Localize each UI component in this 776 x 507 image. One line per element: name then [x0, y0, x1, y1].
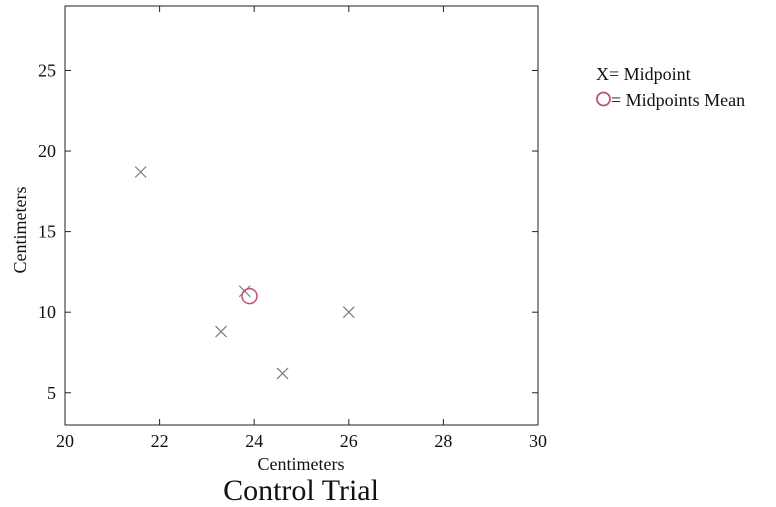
midpoint-marker — [134, 166, 147, 178]
y-tick-label: 20 — [38, 141, 56, 161]
y-tick-label: 10 — [38, 302, 56, 322]
x-tick-label: 28 — [434, 431, 452, 451]
mean-marker — [241, 287, 258, 305]
y-tick-label: 15 — [38, 222, 56, 242]
x-tick-label: 22 — [151, 431, 169, 451]
plot-frame — [64, 5, 539, 426]
data-points — [134, 166, 355, 380]
x-tick-label: 30 — [529, 431, 547, 451]
legend-circle-icon — [596, 91, 611, 107]
y-tick-label: 25 — [38, 60, 56, 80]
x-axis-label: Centimeters — [258, 454, 345, 474]
y-axis-label: Centimeters — [10, 187, 30, 274]
y-tick-label: 5 — [47, 383, 56, 403]
legend-label-mean: = Midpoints Mean — [611, 90, 745, 110]
x-tick-label: 24 — [245, 431, 263, 451]
midpoint-marker — [342, 306, 355, 319]
axis-ticks: 20 22 24 26 28 30 5 10 15 20 25 — [38, 6, 547, 451]
legend: X= Midpoint = Midpoints Mean — [596, 64, 745, 110]
x-tick-label: 26 — [340, 431, 358, 451]
midpoint-marker — [276, 367, 289, 380]
chart-title: Control Trial — [223, 474, 379, 507]
legend-label-midpoint: X= Midpoint — [596, 64, 691, 84]
x-tick-label: 20 — [56, 431, 74, 451]
midpoint-marker — [215, 325, 228, 338]
